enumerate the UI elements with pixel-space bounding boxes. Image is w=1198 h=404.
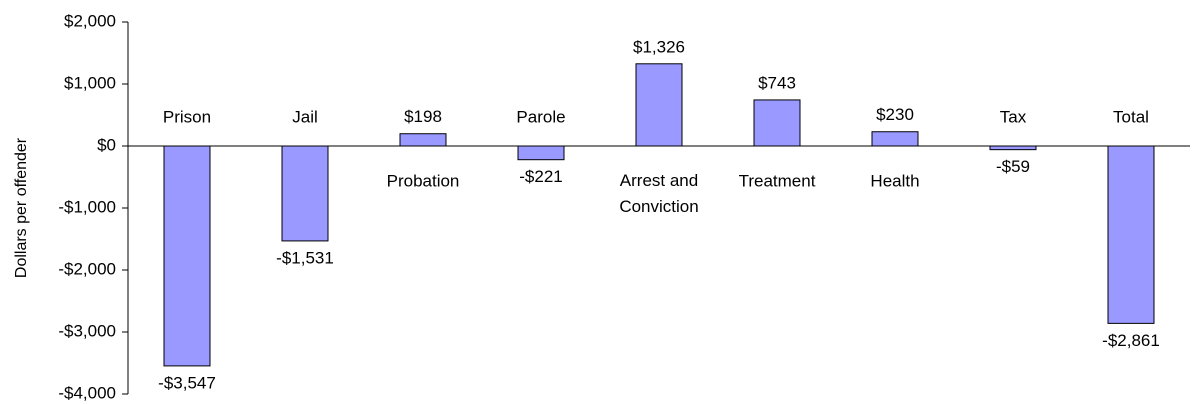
- bar: [871, 131, 919, 147]
- bar: [399, 133, 447, 147]
- x-tick-label: Tax: [1000, 107, 1027, 126]
- value-label: $198: [404, 107, 442, 126]
- x-tick-label: Health: [870, 171, 919, 190]
- bar: [989, 145, 1037, 151]
- x-tick-label: Jail: [292, 107, 318, 126]
- x-tick-label: Treatment: [739, 171, 816, 190]
- bar: [517, 145, 565, 161]
- value-label: $1,326: [633, 37, 685, 56]
- x-tick-label: Prison: [163, 107, 211, 126]
- y-tick-label: -$3,000: [58, 321, 116, 340]
- y-axis-label: Dollars per offender: [13, 137, 30, 278]
- x-tick-label: Parole: [516, 107, 565, 126]
- y-tick-label: $2,000: [64, 11, 116, 30]
- bar: [635, 63, 683, 147]
- y-tick-label: -$1,000: [58, 197, 116, 216]
- value-label: -$59: [996, 157, 1030, 176]
- value-label: $230: [876, 105, 914, 124]
- y-tick-label: -$2,000: [58, 259, 116, 278]
- value-label: -$3,547: [158, 373, 216, 392]
- bar: [753, 99, 801, 147]
- bar: [281, 145, 329, 242]
- y-tick-label: $0: [97, 135, 116, 154]
- value-label: -$1,531: [276, 248, 334, 267]
- value-label: -$221: [519, 167, 562, 186]
- bar: [163, 145, 211, 367]
- value-label: $743: [758, 73, 796, 92]
- value-label: -$2,861: [1102, 331, 1160, 350]
- bar: [1107, 145, 1155, 324]
- x-tick-label: Total: [1113, 107, 1149, 126]
- x-tick-label: Arrest and Conviction: [619, 171, 698, 216]
- x-tick-label: Probation: [387, 171, 460, 190]
- y-tick-label: -$4,000: [58, 383, 116, 402]
- y-tick-label: $1,000: [64, 73, 116, 92]
